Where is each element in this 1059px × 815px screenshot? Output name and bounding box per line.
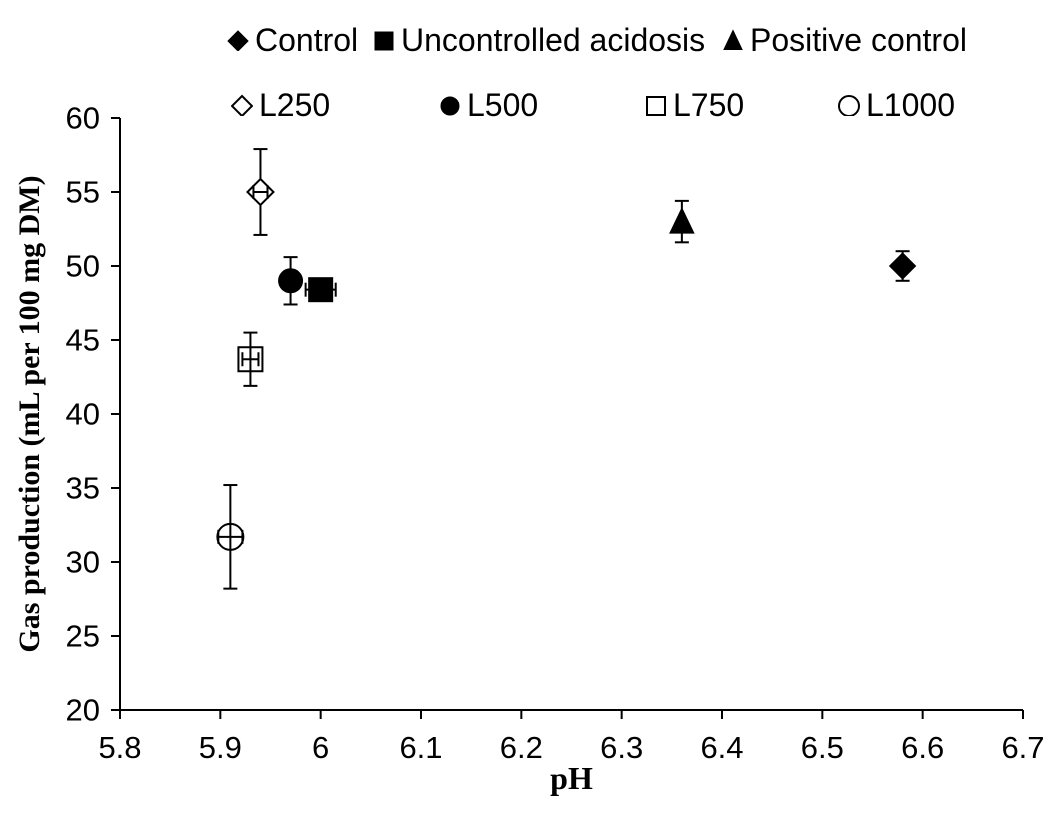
- legend-label: Positive control: [750, 22, 967, 58]
- legend-label: L500: [467, 87, 539, 123]
- legend-square-open-icon: [646, 96, 666, 116]
- legend-label: L1000: [866, 87, 955, 123]
- legend-marker-shape: [646, 96, 666, 116]
- data-point-l250: [246, 148, 275, 236]
- legend-label: Uncontrolled acidosis: [401, 22, 706, 58]
- y-tick-label: 45: [66, 323, 100, 358]
- data-point-l750: [237, 331, 264, 387]
- legend-item-positive-control: Positive control: [722, 22, 967, 58]
- x-tick-label: 5.9: [199, 730, 242, 765]
- legend-marker-shape: [227, 30, 249, 51]
- y-tick-label: 25: [66, 619, 100, 654]
- y-tick-label: 40: [66, 397, 100, 432]
- y-axis-title: Gas production (mL per 100 mg DM): [13, 175, 46, 653]
- data-point-control: [888, 250, 917, 282]
- legend-circle-open-icon: [838, 95, 860, 116]
- legend-label: Control: [255, 22, 359, 58]
- legend-marker-shape: [723, 29, 743, 50]
- x-tick-label: 6.4: [700, 730, 743, 765]
- marker-diamond-filled-control: [888, 252, 917, 280]
- marker-square-open-l750: [237, 346, 264, 373]
- legend-item-uncontrolled-acidosis: Uncontrolled acidosis: [373, 22, 705, 58]
- x-axis-title: pH: [550, 760, 593, 796]
- y-tick-label: 55: [66, 175, 100, 210]
- x-tick-label: 6.7: [1001, 730, 1044, 765]
- data-point-l500: [278, 256, 304, 306]
- legend-marker-shape: [231, 94, 253, 116]
- legend-label: L750: [673, 87, 745, 123]
- y-tick-label: 50: [66, 249, 100, 284]
- legend-marker-shape: [440, 96, 460, 116]
- x-tick-label: 6.1: [399, 730, 442, 765]
- x-tick-label: 6.2: [500, 730, 543, 765]
- legend-triangle-filled-icon: [723, 29, 743, 50]
- y-tick-label: 20: [66, 693, 100, 728]
- legend-diamond-open-icon: [231, 94, 253, 116]
- x-tick-label: 5.8: [98, 730, 141, 765]
- legend-label: L250: [259, 87, 331, 123]
- y-tick-label: 30: [66, 545, 100, 580]
- legend-item-l250: L250: [231, 87, 330, 123]
- data-point-l1000: [216, 484, 245, 590]
- x-tick-label: 6.5: [801, 730, 844, 765]
- legend-item-l1000: L1000: [838, 87, 955, 123]
- x-tick-label: 6.6: [901, 730, 944, 765]
- y-tick-label: 60: [66, 101, 100, 136]
- data-point-uncontrolled-acidosis: [304, 277, 337, 303]
- legend-item-l500: L500: [439, 87, 538, 123]
- x-tick-label: 6.3: [600, 730, 643, 765]
- legend-square-filled-icon: [374, 31, 394, 51]
- legend-circle-filled-icon: [440, 96, 460, 116]
- legend-diamond-filled-icon: [227, 30, 249, 51]
- legend-marker-shape: [374, 31, 394, 51]
- data-point-positive-control: [669, 199, 695, 244]
- legend-item-control: Control: [227, 22, 358, 58]
- x-tick-label: 6: [312, 730, 329, 765]
- legend-marker-shape: [838, 95, 860, 116]
- marker-triangle-filled-positive-control: [669, 206, 695, 234]
- legend-item-l750: L750: [645, 87, 744, 123]
- marker-circle-filled-l500: [278, 268, 304, 294]
- y-tick-label: 35: [66, 471, 100, 506]
